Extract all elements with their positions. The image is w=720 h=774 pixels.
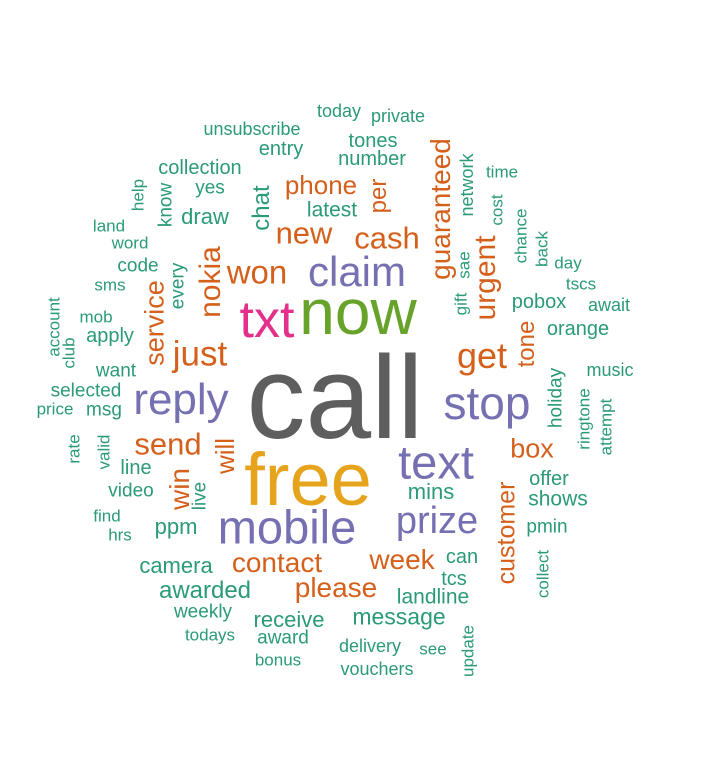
word-landline: landline xyxy=(396,585,470,609)
word-find: find xyxy=(93,506,121,526)
word-attempt: attempt xyxy=(596,398,616,456)
word-pmin: pmin xyxy=(526,516,568,538)
word-pobox: pobox xyxy=(511,291,567,313)
word-just: just xyxy=(172,334,228,374)
word-see: see xyxy=(419,639,447,659)
word-every: every xyxy=(167,262,189,310)
word-customer: customer xyxy=(492,481,521,585)
word-sae: sae xyxy=(454,251,474,279)
word-draw: draw xyxy=(181,204,229,229)
word-entry: entry xyxy=(258,138,304,160)
word-text: text xyxy=(398,435,474,489)
word-now: now xyxy=(299,276,417,348)
word-club: club xyxy=(59,337,79,369)
word-cost: cost xyxy=(487,194,507,226)
word-cash: cash xyxy=(354,220,420,256)
word-day: day xyxy=(554,253,582,273)
word-await: await xyxy=(587,295,631,315)
word-bonus: bonus xyxy=(254,650,302,670)
word-apply: apply xyxy=(86,325,134,347)
word-today: today xyxy=(316,101,362,121)
word-urgent: urgent xyxy=(469,235,502,321)
word-hrs: hrs xyxy=(108,525,132,545)
word-phone: phone xyxy=(284,170,358,200)
word-please: please xyxy=(294,572,378,603)
word-tscs: tscs xyxy=(565,274,597,294)
word-delivery: delivery xyxy=(338,636,402,656)
word-can: can xyxy=(445,546,479,568)
word-send: send xyxy=(134,426,202,462)
word-private: private xyxy=(370,106,426,126)
word-call: call xyxy=(246,332,424,464)
word-txt: txt xyxy=(239,291,295,349)
word-awarded: awarded xyxy=(158,577,252,604)
word-new: new xyxy=(275,215,333,251)
word-update: update xyxy=(458,625,478,677)
word-week: week xyxy=(369,544,435,575)
word-service: service xyxy=(139,280,170,366)
word-tone: tone xyxy=(513,320,540,368)
word-stop: stop xyxy=(443,377,531,429)
word-chat: chat xyxy=(248,185,275,231)
word-guaranteed: guaranteed xyxy=(425,138,456,280)
word-mins: mins xyxy=(407,479,455,504)
word-get: get xyxy=(456,335,508,376)
word-tones: tones xyxy=(348,130,398,152)
word-valid: valid xyxy=(94,434,114,470)
word-know: know xyxy=(155,182,177,228)
word-unsubscribe: unsubscribe xyxy=(203,119,301,139)
word-word: word xyxy=(111,233,149,253)
word-time: time xyxy=(485,162,519,182)
word-land: land xyxy=(92,216,126,236)
word-contact: contact xyxy=(231,547,323,578)
word-yes: yes xyxy=(195,177,225,199)
word-mob: mob xyxy=(79,307,113,327)
word-ppm: ppm xyxy=(154,514,198,539)
word-want: want xyxy=(95,360,137,382)
word-help: help xyxy=(128,178,148,212)
word-holiday: holiday xyxy=(545,367,567,429)
word-message: message xyxy=(352,603,446,630)
word-camera: camera xyxy=(139,553,213,578)
word-number: number xyxy=(338,148,406,170)
word-per: per xyxy=(365,178,392,214)
word-box: box xyxy=(510,433,554,464)
word-collect: collect xyxy=(533,549,553,599)
word-will: will xyxy=(210,437,240,475)
word-tcs: tcs xyxy=(441,568,467,590)
word-todays: todays xyxy=(184,625,236,645)
word-msg: msg xyxy=(86,399,122,421)
word-gift: gift xyxy=(451,292,471,316)
word-chance: chance xyxy=(511,208,531,264)
word-selected: selected xyxy=(50,380,122,402)
word-weekly: weekly xyxy=(173,601,233,623)
word-nokia: nokia xyxy=(194,246,227,318)
word-network: network xyxy=(457,153,477,217)
word-live: live xyxy=(189,481,211,511)
word-vouchers: vouchers xyxy=(340,659,414,679)
word-rate: rate xyxy=(64,434,84,464)
word-orange: orange xyxy=(546,318,610,340)
word-shows: shows xyxy=(528,487,588,511)
word-free: free xyxy=(244,438,372,521)
word-sms: sms xyxy=(94,275,126,295)
word-prize: prize xyxy=(395,500,479,542)
word-latest: latest xyxy=(306,198,358,222)
word-won: won xyxy=(226,253,288,291)
word-line: line xyxy=(120,457,152,479)
word-award: award xyxy=(257,627,309,649)
word-back: back xyxy=(532,231,552,267)
word-receive: receive xyxy=(253,607,325,632)
word-collection: collection xyxy=(158,157,242,179)
word-music: music xyxy=(586,360,634,380)
word-price: price xyxy=(36,399,74,419)
word-video: video xyxy=(108,480,154,502)
word-claim: claim xyxy=(307,248,407,295)
word-mobile: mobile xyxy=(217,500,357,554)
word-ringtone: ringtone xyxy=(574,388,594,450)
word-code: code xyxy=(117,255,159,277)
word-offer: offer xyxy=(529,468,569,490)
word-reply: reply xyxy=(133,375,229,424)
